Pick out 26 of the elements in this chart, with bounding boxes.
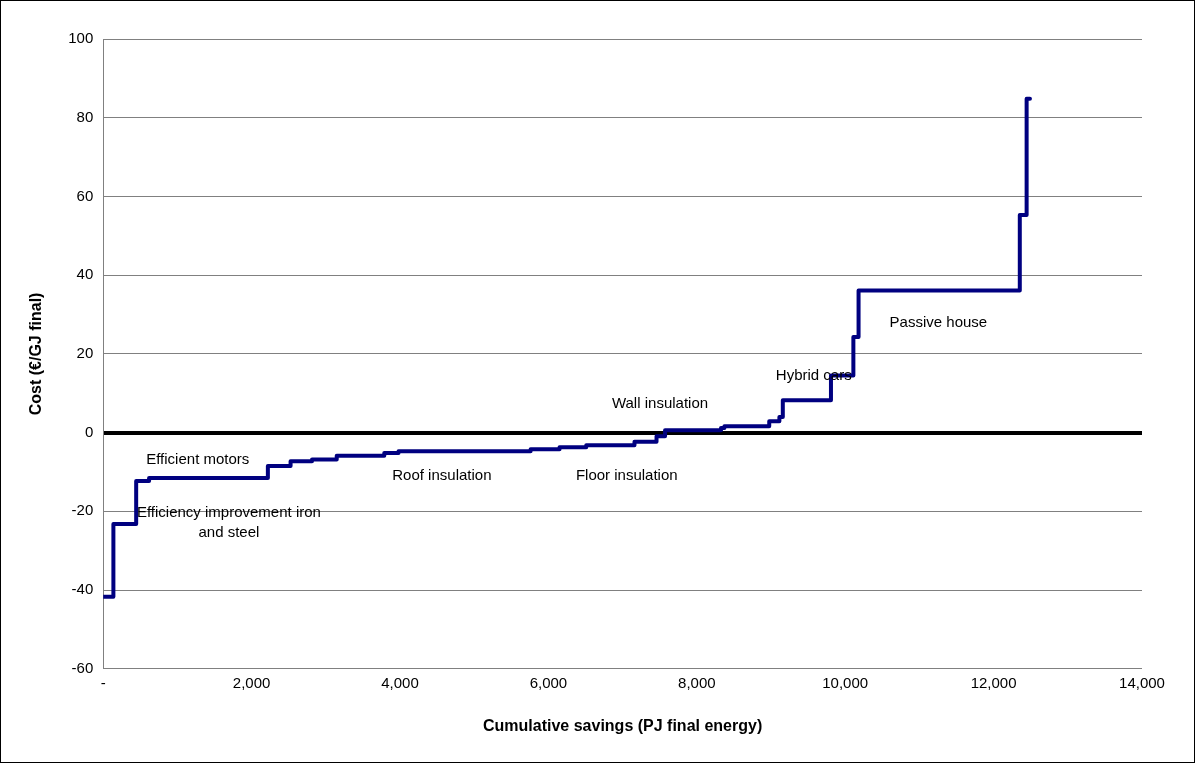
y-tick-label: 0 [84, 422, 94, 440]
annotation: Efficient motors [146, 449, 250, 467]
y-tick-label: -60 [71, 658, 94, 676]
x-tick-label: 10,000 [822, 673, 869, 691]
annotation: Efficiency improvement iron and steel [136, 502, 321, 540]
y-tick-label: 20 [76, 344, 94, 362]
x-tick-label: 8,000 [678, 673, 716, 691]
x-axis-title: Cumulative savings (PJ final energy) [483, 716, 763, 734]
y-tick-label: -40 [71, 580, 94, 598]
y-axis-title: Cost (€/GJ final) [27, 292, 45, 416]
annotation: Floor insulation [575, 466, 678, 484]
y-tick-label: 60 [76, 186, 94, 204]
x-tick-label: 14,000 [1119, 673, 1165, 691]
annotation: Roof insulation [392, 466, 492, 484]
x-tick-label: 4,000 [381, 673, 419, 691]
y-tick-label: -20 [71, 501, 94, 519]
y-tick-label: 100 [68, 29, 94, 47]
annotation: Passive house [889, 313, 988, 331]
annotation: Wall insulation [611, 394, 709, 412]
x-tick-label: 12,000 [970, 673, 1017, 691]
x-tick-label: 2,000 [232, 673, 271, 691]
x-tick-label: - [100, 673, 106, 691]
y-tick-label: 80 [76, 107, 94, 125]
x-tick-label: 6,000 [529, 673, 568, 691]
y-tick-label: 40 [76, 265, 94, 283]
annotation: Hybrid cars [775, 366, 852, 384]
